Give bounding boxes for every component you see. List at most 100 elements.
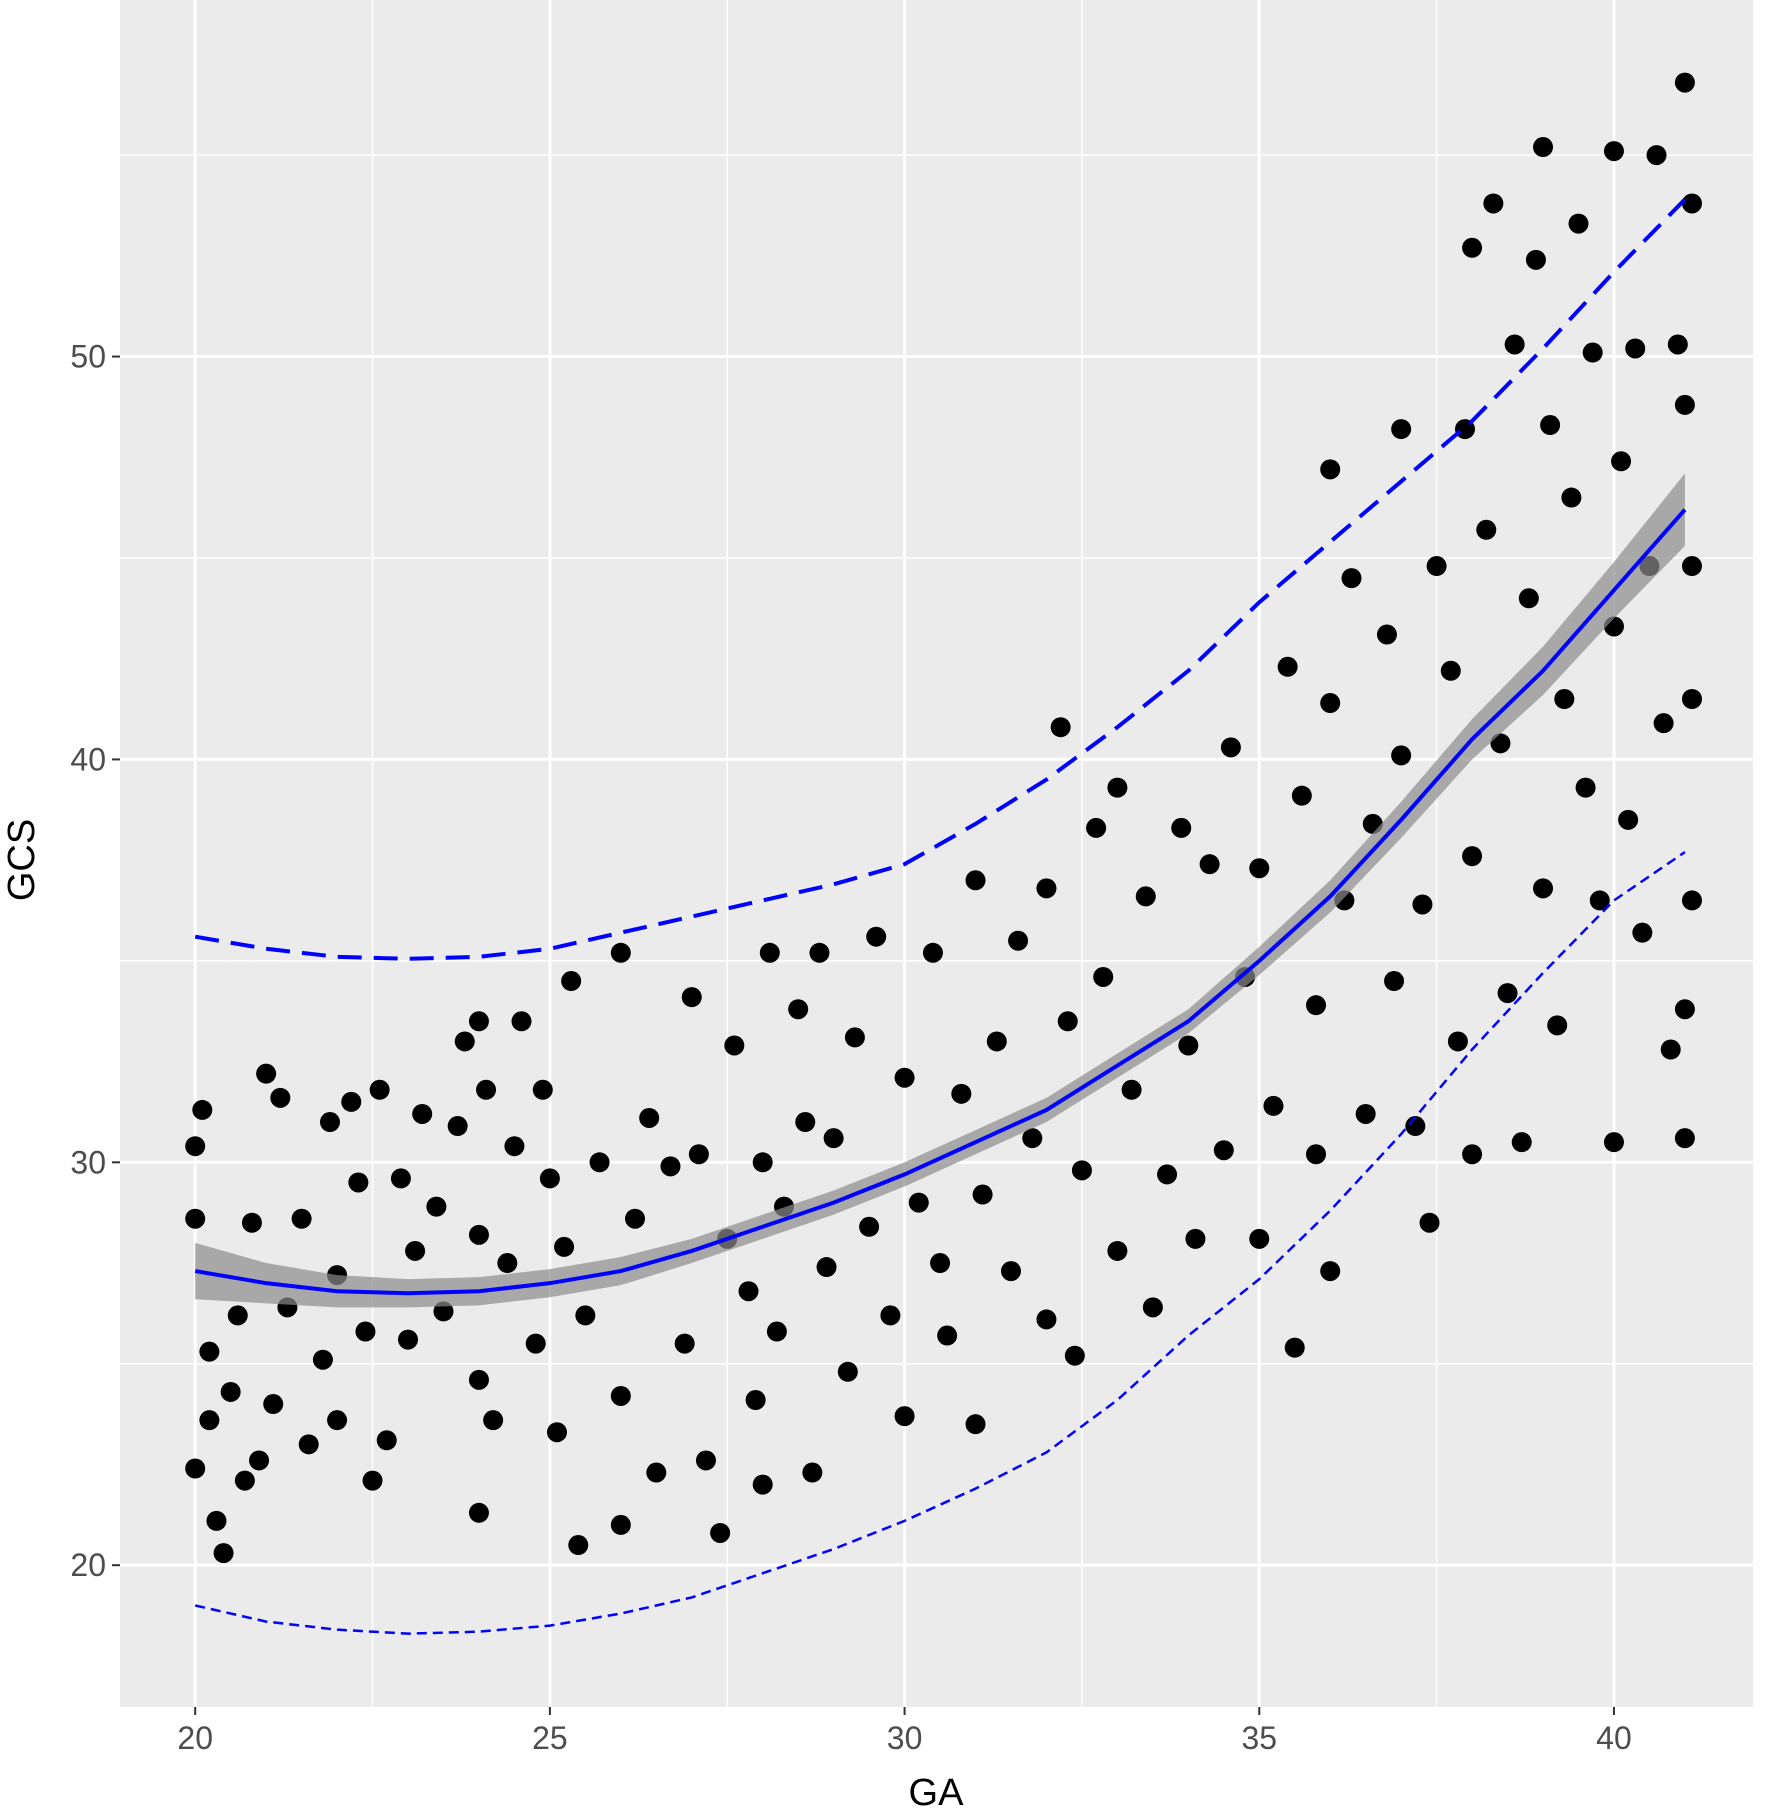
point (972, 1184, 993, 1205)
point (1291, 785, 1312, 806)
point (327, 1410, 348, 1431)
point (476, 1079, 497, 1100)
point (227, 1305, 248, 1326)
point (1036, 878, 1057, 899)
point (639, 1107, 660, 1128)
point (1306, 995, 1327, 1016)
point (1057, 1011, 1078, 1032)
point (319, 1112, 340, 1133)
point (1568, 213, 1589, 234)
point (270, 1087, 291, 1108)
point (220, 1381, 241, 1402)
point (1284, 1337, 1305, 1358)
point (1462, 846, 1483, 867)
point (1681, 556, 1702, 577)
point (348, 1172, 369, 1193)
point (844, 1027, 865, 1048)
point (1107, 777, 1128, 798)
point (447, 1116, 468, 1137)
point (1504, 334, 1525, 355)
point (1142, 1297, 1163, 1318)
point (1674, 999, 1695, 1020)
point (1511, 1132, 1532, 1153)
point (965, 870, 986, 891)
point (1625, 338, 1646, 359)
point (816, 1257, 837, 1278)
point (589, 1152, 610, 1173)
point (468, 1011, 489, 1032)
y-axis-title: GCS (1, 819, 43, 901)
point (355, 1321, 376, 1342)
point (759, 942, 780, 963)
point (1462, 1144, 1483, 1165)
point (1341, 568, 1362, 589)
x-tick-label: 30 (887, 1720, 923, 1756)
point (263, 1394, 284, 1415)
point (1171, 817, 1192, 838)
point (1036, 1309, 1057, 1330)
point (1525, 249, 1546, 270)
point (454, 1031, 475, 1052)
y-tick-label: 40 (70, 741, 106, 777)
panel (120, 0, 1753, 1707)
point (710, 1522, 731, 1543)
point (1199, 854, 1220, 875)
point (738, 1281, 759, 1302)
point (930, 1253, 951, 1274)
point (1426, 556, 1447, 577)
point (1376, 624, 1397, 645)
point (1674, 72, 1695, 93)
point (1653, 713, 1674, 734)
point (795, 1112, 816, 1133)
point (681, 987, 702, 1008)
point (291, 1208, 312, 1229)
point (1000, 1261, 1021, 1282)
point (369, 1079, 390, 1100)
point (192, 1099, 213, 1120)
point (1263, 1095, 1284, 1116)
x-tick-label: 25 (532, 1720, 568, 1756)
point (788, 999, 809, 1020)
point (1384, 971, 1405, 992)
point (1355, 1103, 1376, 1124)
fit-line (194, 508, 1687, 1296)
point (554, 1236, 575, 1257)
point (1483, 193, 1504, 214)
point (1476, 519, 1497, 540)
point (468, 1502, 489, 1523)
point (206, 1510, 227, 1531)
point (468, 1369, 489, 1390)
point (532, 1079, 553, 1100)
point (752, 1474, 773, 1495)
point (1440, 660, 1461, 681)
point (752, 1152, 773, 1173)
point (1135, 886, 1156, 907)
point (1249, 1228, 1270, 1249)
point (965, 1414, 986, 1435)
point (1277, 656, 1298, 677)
point (1086, 817, 1107, 838)
point (660, 1156, 681, 1177)
prediction-limit (194, 198, 1687, 961)
point (951, 1083, 972, 1104)
point (362, 1470, 383, 1491)
point (1660, 1039, 1681, 1060)
point (249, 1450, 270, 1471)
point (1561, 487, 1582, 508)
point (1547, 1015, 1568, 1036)
point (1022, 1128, 1043, 1149)
point (1391, 745, 1412, 766)
point (1093, 966, 1114, 987)
point (1419, 1212, 1440, 1233)
x-tick-label: 40 (1596, 1720, 1632, 1756)
point (1447, 1031, 1468, 1052)
point (802, 1462, 823, 1483)
point (1220, 737, 1241, 758)
point (908, 1192, 929, 1213)
point (922, 942, 943, 963)
point (894, 1406, 915, 1427)
point (199, 1341, 220, 1362)
point (674, 1333, 695, 1354)
y-tick-label: 50 (70, 339, 106, 375)
